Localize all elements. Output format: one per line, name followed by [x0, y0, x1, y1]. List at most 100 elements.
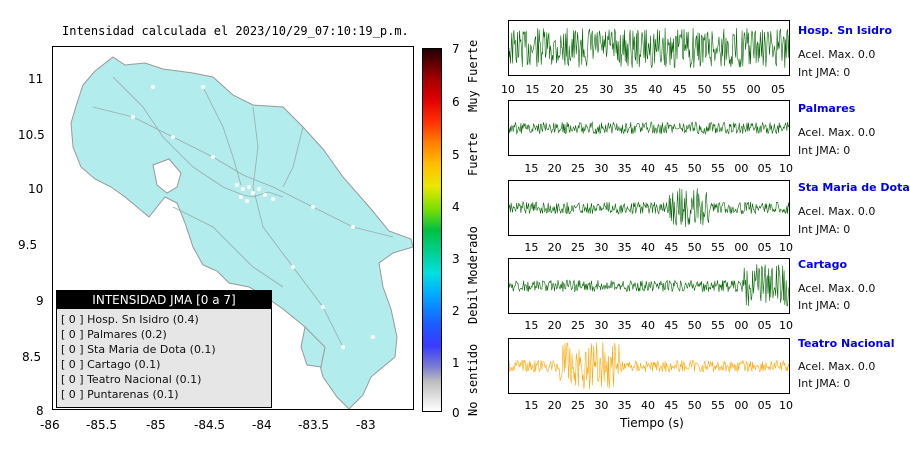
waveform-tick-label: 05 — [757, 399, 772, 412]
map-title: Intensidad calculada el 2023/10/29_07:10… — [62, 24, 409, 38]
station-int: Int JMA: 0 — [798, 144, 851, 157]
colorbar-word: No sentido — [466, 343, 480, 416]
waveform-line — [509, 121, 789, 135]
waveform-tick-label: 50 — [687, 319, 702, 332]
colorbar-number: 5 — [452, 148, 460, 162]
waveform-tick-label: 30 — [594, 319, 609, 332]
colorbar-word: Fuerte — [466, 132, 480, 176]
waveform-line — [509, 28, 789, 68]
waveform-tick-label: 20 — [547, 399, 562, 412]
waveform-line — [509, 342, 789, 390]
colorbar-word: Moderado — [466, 226, 480, 284]
colorbar-number: 6 — [452, 95, 460, 109]
map-x-tick: -83 — [356, 418, 376, 432]
waveform-tick-label: 40 — [641, 162, 655, 175]
costa-rica-map-svg — [70, 56, 413, 409]
station-acel: Acel. Max. 0.0 — [798, 360, 876, 373]
station-name: Sta Maria de Dota — [798, 181, 910, 194]
waveform-tick-label: 05 — [757, 162, 772, 175]
waveform-tick-label: 15 — [524, 241, 539, 254]
waveform-panel[interactable] — [508, 258, 790, 314]
station-name: Cartago — [798, 258, 848, 271]
station-acel: Acel. Max. 0.0 — [798, 126, 876, 139]
waveform-tick-label: 25 — [571, 399, 585, 412]
waveform-tick-label: 45 — [664, 399, 679, 412]
station-acel: Acel. Max. 0.0 — [798, 48, 876, 61]
colorbar-number: 2 — [452, 304, 460, 318]
map-y-tick: 8.5 — [22, 350, 42, 364]
waveform-tick-label: 35 — [617, 399, 632, 412]
legend-item: [ 0 ] Palmares (0.2) — [61, 328, 167, 341]
waveform-tick-label: 35 — [617, 162, 632, 175]
waveform-tick-label: 30 — [594, 399, 609, 412]
city-dots — [131, 85, 375, 349]
waveform-tick-label: 25 — [571, 319, 585, 332]
waveform-tick-label: 15 — [524, 319, 539, 332]
waveform-tick-label: 15 — [525, 83, 540, 96]
waveform-tick-label: 35 — [617, 319, 632, 332]
waveform-tick-label: 05 — [771, 83, 786, 96]
waveform-tick-label: 25 — [574, 83, 589, 96]
intensity-legend: INTENSIDAD JMA [0 a 7] [ 0 ] Hosp. Sn Is… — [56, 290, 272, 408]
waveform-tick-label: 00 — [734, 319, 749, 332]
legend-item: [ 0 ] Teatro Nacional (0.1) — [61, 373, 202, 386]
waveform-trace — [509, 188, 789, 227]
waveform-axis: 15 20 25 30 35 40 45 50 55 00 05 10 — [508, 319, 793, 333]
map-y-tick: 8 — [36, 404, 44, 418]
waveform-line — [509, 264, 789, 307]
waveform-panel[interactable] — [508, 180, 790, 236]
waveform-tick-label: 45 — [664, 162, 679, 175]
colorbar-word: Debil — [466, 287, 480, 324]
legend-item: [ 0 ] Cartago (0.1) — [61, 358, 161, 371]
waveform-tick-label: 00 — [734, 162, 749, 175]
waveform-tick-label: 30 — [594, 241, 609, 254]
waveform-axis: 15 20 25 30 35 40 45 50 55 00 05 10 — [508, 399, 793, 413]
waveform-tick-label: 45 — [664, 241, 679, 254]
waveform-tick-label: 55 — [711, 241, 725, 254]
waveform-trace — [509, 264, 789, 307]
waveform-trace — [509, 121, 789, 135]
map-y-tick: 10.5 — [18, 128, 45, 142]
waveform-tick-label: 55 — [711, 399, 725, 412]
waveform-trace — [509, 342, 789, 390]
waveform-line — [509, 188, 789, 227]
osa-peninsula — [300, 325, 326, 368]
waveform-panel[interactable] — [508, 100, 790, 156]
waveform-tick-label: 55 — [722, 83, 737, 96]
map-y-tick: 11 — [28, 72, 44, 86]
colorbar-number: 4 — [452, 200, 460, 214]
waveform-tick-label: 40 — [641, 319, 655, 332]
waveform-tick-label: 10 — [779, 399, 793, 412]
waveform-tick-label: 10 — [501, 83, 515, 96]
time-axis-label: Tiempo (s) — [620, 416, 684, 430]
colorbar-number: 0 — [452, 406, 460, 420]
waveform-tick-label: 40 — [648, 83, 663, 96]
colorbar-number: 1 — [452, 356, 460, 370]
waveform-tick-label: 15 — [524, 399, 539, 412]
map-y-tick: 10 — [28, 182, 44, 196]
waveform-tick-label: 50 — [697, 83, 712, 96]
waveform-trace — [509, 28, 789, 68]
waveform-tick-label: 30 — [594, 162, 609, 175]
waveform-tick-label: 10 — [779, 319, 793, 332]
waveform-tick-label: 00 — [734, 399, 749, 412]
waveform-tick-label: 55 — [711, 162, 725, 175]
waveform-tick-label: 20 — [547, 162, 562, 175]
waveform-tick-label: 00 — [746, 83, 761, 96]
colorbar-number: 3 — [452, 252, 460, 266]
map-x-tick: -83.5 — [298, 418, 330, 432]
intensity-colorbar — [422, 48, 442, 412]
waveform-panel[interactable] — [508, 20, 790, 76]
waveform-axis: 10 15 20 25 30 35 40 45 50 55 00 05 — [501, 83, 790, 97]
waveform-tick-label: 20 — [547, 241, 562, 254]
legend-title: INTENSIDAD JMA [0 a 7] — [57, 291, 271, 309]
legend-item: [ 0 ] Hosp. Sn Isidro (0.4) — [61, 313, 199, 326]
waveform-tick-label: 45 — [664, 319, 679, 332]
waveform-tick-label: 50 — [687, 399, 702, 412]
waveform-tick-label: 20 — [547, 319, 562, 332]
map-y-tick: 9 — [36, 294, 44, 308]
station-int: Int JMA: 0 — [798, 223, 851, 236]
waveform-tick-label: 05 — [757, 241, 772, 254]
colorbar-number: 7 — [452, 42, 460, 56]
waveform-panel[interactable] — [508, 338, 790, 394]
